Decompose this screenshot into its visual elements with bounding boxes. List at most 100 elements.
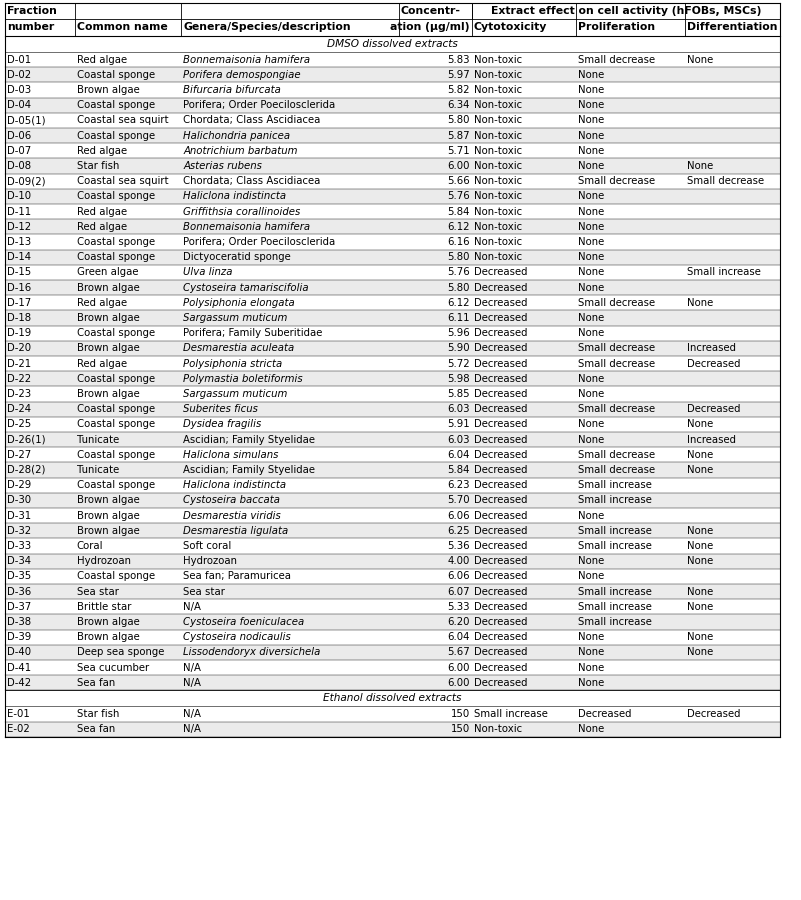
Text: Bonnemaisonia hamifera: Bonnemaisonia hamifera xyxy=(183,221,311,232)
Text: 5.36: 5.36 xyxy=(447,541,469,551)
Text: Non-toxic: Non-toxic xyxy=(473,115,521,125)
Text: D-09(2): D-09(2) xyxy=(7,176,46,186)
Text: Bifurcaria bifurcata: Bifurcaria bifurcata xyxy=(183,85,281,95)
Text: Proliferation: Proliferation xyxy=(578,22,655,32)
Text: number: number xyxy=(7,22,54,32)
Text: D-19: D-19 xyxy=(7,328,31,338)
Text: DMSO dissolved extracts: DMSO dissolved extracts xyxy=(327,39,458,49)
Text: 5.96: 5.96 xyxy=(447,328,469,338)
Text: Decreased: Decreased xyxy=(473,298,527,308)
Text: D-15: D-15 xyxy=(7,267,31,277)
Text: Bonnemaisonia hamifera: Bonnemaisonia hamifera xyxy=(183,55,311,65)
Text: Small increase: Small increase xyxy=(578,541,652,551)
Text: 6.03: 6.03 xyxy=(447,435,469,445)
Text: D-14: D-14 xyxy=(7,252,31,262)
Text: Small decrease: Small decrease xyxy=(687,176,764,186)
Text: Decreased: Decreased xyxy=(687,404,741,414)
Text: None: None xyxy=(578,435,604,445)
Text: Coastal sponge: Coastal sponge xyxy=(77,481,155,491)
Text: D-37: D-37 xyxy=(7,602,31,612)
Bar xyxy=(5,83,780,97)
Text: Coastal sponge: Coastal sponge xyxy=(77,419,155,429)
Text: Non-toxic: Non-toxic xyxy=(473,146,521,156)
Text: Decreased: Decreased xyxy=(473,358,527,369)
Text: Cystoseira nodicaulis: Cystoseira nodicaulis xyxy=(183,632,291,643)
Text: 6.07: 6.07 xyxy=(447,587,469,597)
Text: None: None xyxy=(578,328,604,338)
Text: Ascidian; Family Styelidae: Ascidian; Family Styelidae xyxy=(183,465,316,475)
Text: None: None xyxy=(687,632,714,643)
Text: N/A: N/A xyxy=(183,662,201,672)
Text: None: None xyxy=(687,450,714,460)
Text: ation (μg/ml): ation (μg/ml) xyxy=(390,22,469,32)
Text: D-02: D-02 xyxy=(7,70,31,80)
Text: Star fish: Star fish xyxy=(77,161,119,171)
Text: None: None xyxy=(578,192,604,202)
Bar xyxy=(5,128,780,143)
Text: D-36: D-36 xyxy=(7,587,31,597)
Text: Halichondria panicea: Halichondria panicea xyxy=(183,130,291,140)
Text: Small increase: Small increase xyxy=(578,481,652,491)
Bar xyxy=(5,189,780,204)
Text: None: None xyxy=(578,161,604,171)
Bar xyxy=(5,690,780,707)
Bar xyxy=(5,630,780,644)
Text: Small increase: Small increase xyxy=(578,602,652,612)
Text: Porifera; Order Poecilosclerida: Porifera; Order Poecilosclerida xyxy=(183,237,336,247)
Text: Coastal sponge: Coastal sponge xyxy=(77,130,155,140)
Bar xyxy=(5,158,780,174)
Text: Non-toxic: Non-toxic xyxy=(473,724,521,734)
Text: Sea fan: Sea fan xyxy=(77,724,115,734)
Text: Non-toxic: Non-toxic xyxy=(473,70,521,80)
Text: D-39: D-39 xyxy=(7,632,31,643)
Text: 6.00: 6.00 xyxy=(447,161,469,171)
Text: Brown algae: Brown algae xyxy=(77,632,139,643)
Text: Brown algae: Brown algae xyxy=(77,313,139,323)
Text: Non-toxic: Non-toxic xyxy=(473,100,521,110)
Text: None: None xyxy=(578,647,604,657)
Text: Small decrease: Small decrease xyxy=(578,298,655,308)
Text: Non-toxic: Non-toxic xyxy=(473,252,521,262)
Text: Decreased: Decreased xyxy=(687,709,741,719)
Text: Decreased: Decreased xyxy=(473,374,527,383)
Text: Decreased: Decreased xyxy=(473,481,527,491)
Bar xyxy=(5,371,780,386)
Bar xyxy=(5,722,780,737)
Text: Decreased: Decreased xyxy=(473,465,527,475)
Text: 5.76: 5.76 xyxy=(447,267,469,277)
Text: Porifera demospongiae: Porifera demospongiae xyxy=(183,70,301,80)
Bar xyxy=(5,295,780,310)
Text: Decreased: Decreased xyxy=(473,435,527,445)
Text: D-05(1): D-05(1) xyxy=(7,115,46,125)
Text: Hydrozoan: Hydrozoan xyxy=(77,556,131,566)
Text: 5.76: 5.76 xyxy=(447,192,469,202)
Text: D-03: D-03 xyxy=(7,85,31,95)
Text: None: None xyxy=(687,161,714,171)
Text: Coastal sponge: Coastal sponge xyxy=(77,450,155,460)
Text: D-33: D-33 xyxy=(7,541,31,551)
Bar xyxy=(5,706,780,722)
Text: Non-toxic: Non-toxic xyxy=(473,85,521,95)
Bar xyxy=(5,326,780,341)
Text: None: None xyxy=(578,237,604,247)
Bar xyxy=(5,52,780,68)
Text: D-34: D-34 xyxy=(7,556,31,566)
Bar xyxy=(5,19,780,36)
Text: Brown algae: Brown algae xyxy=(77,85,139,95)
Text: Non-toxic: Non-toxic xyxy=(473,176,521,186)
Text: 5.91: 5.91 xyxy=(447,419,469,429)
Text: D-26(1): D-26(1) xyxy=(7,435,46,445)
Text: N/A: N/A xyxy=(183,678,201,688)
Text: None: None xyxy=(578,724,604,734)
Text: Differentiation: Differentiation xyxy=(687,22,778,32)
Text: D-13: D-13 xyxy=(7,237,31,247)
Text: None: None xyxy=(578,221,604,232)
Text: Sea cucumber: Sea cucumber xyxy=(77,662,149,672)
Bar xyxy=(5,265,780,280)
Text: Porifera; Order Poecilosclerida: Porifera; Order Poecilosclerida xyxy=(183,100,336,110)
Text: None: None xyxy=(687,526,714,536)
Text: N/A: N/A xyxy=(183,602,201,612)
Text: Extract effect on cell activity (hFOBs, MSCs): Extract effect on cell activity (hFOBs, … xyxy=(491,6,761,16)
Text: Suberites ficus: Suberites ficus xyxy=(183,404,258,414)
Text: D-04: D-04 xyxy=(7,100,31,110)
